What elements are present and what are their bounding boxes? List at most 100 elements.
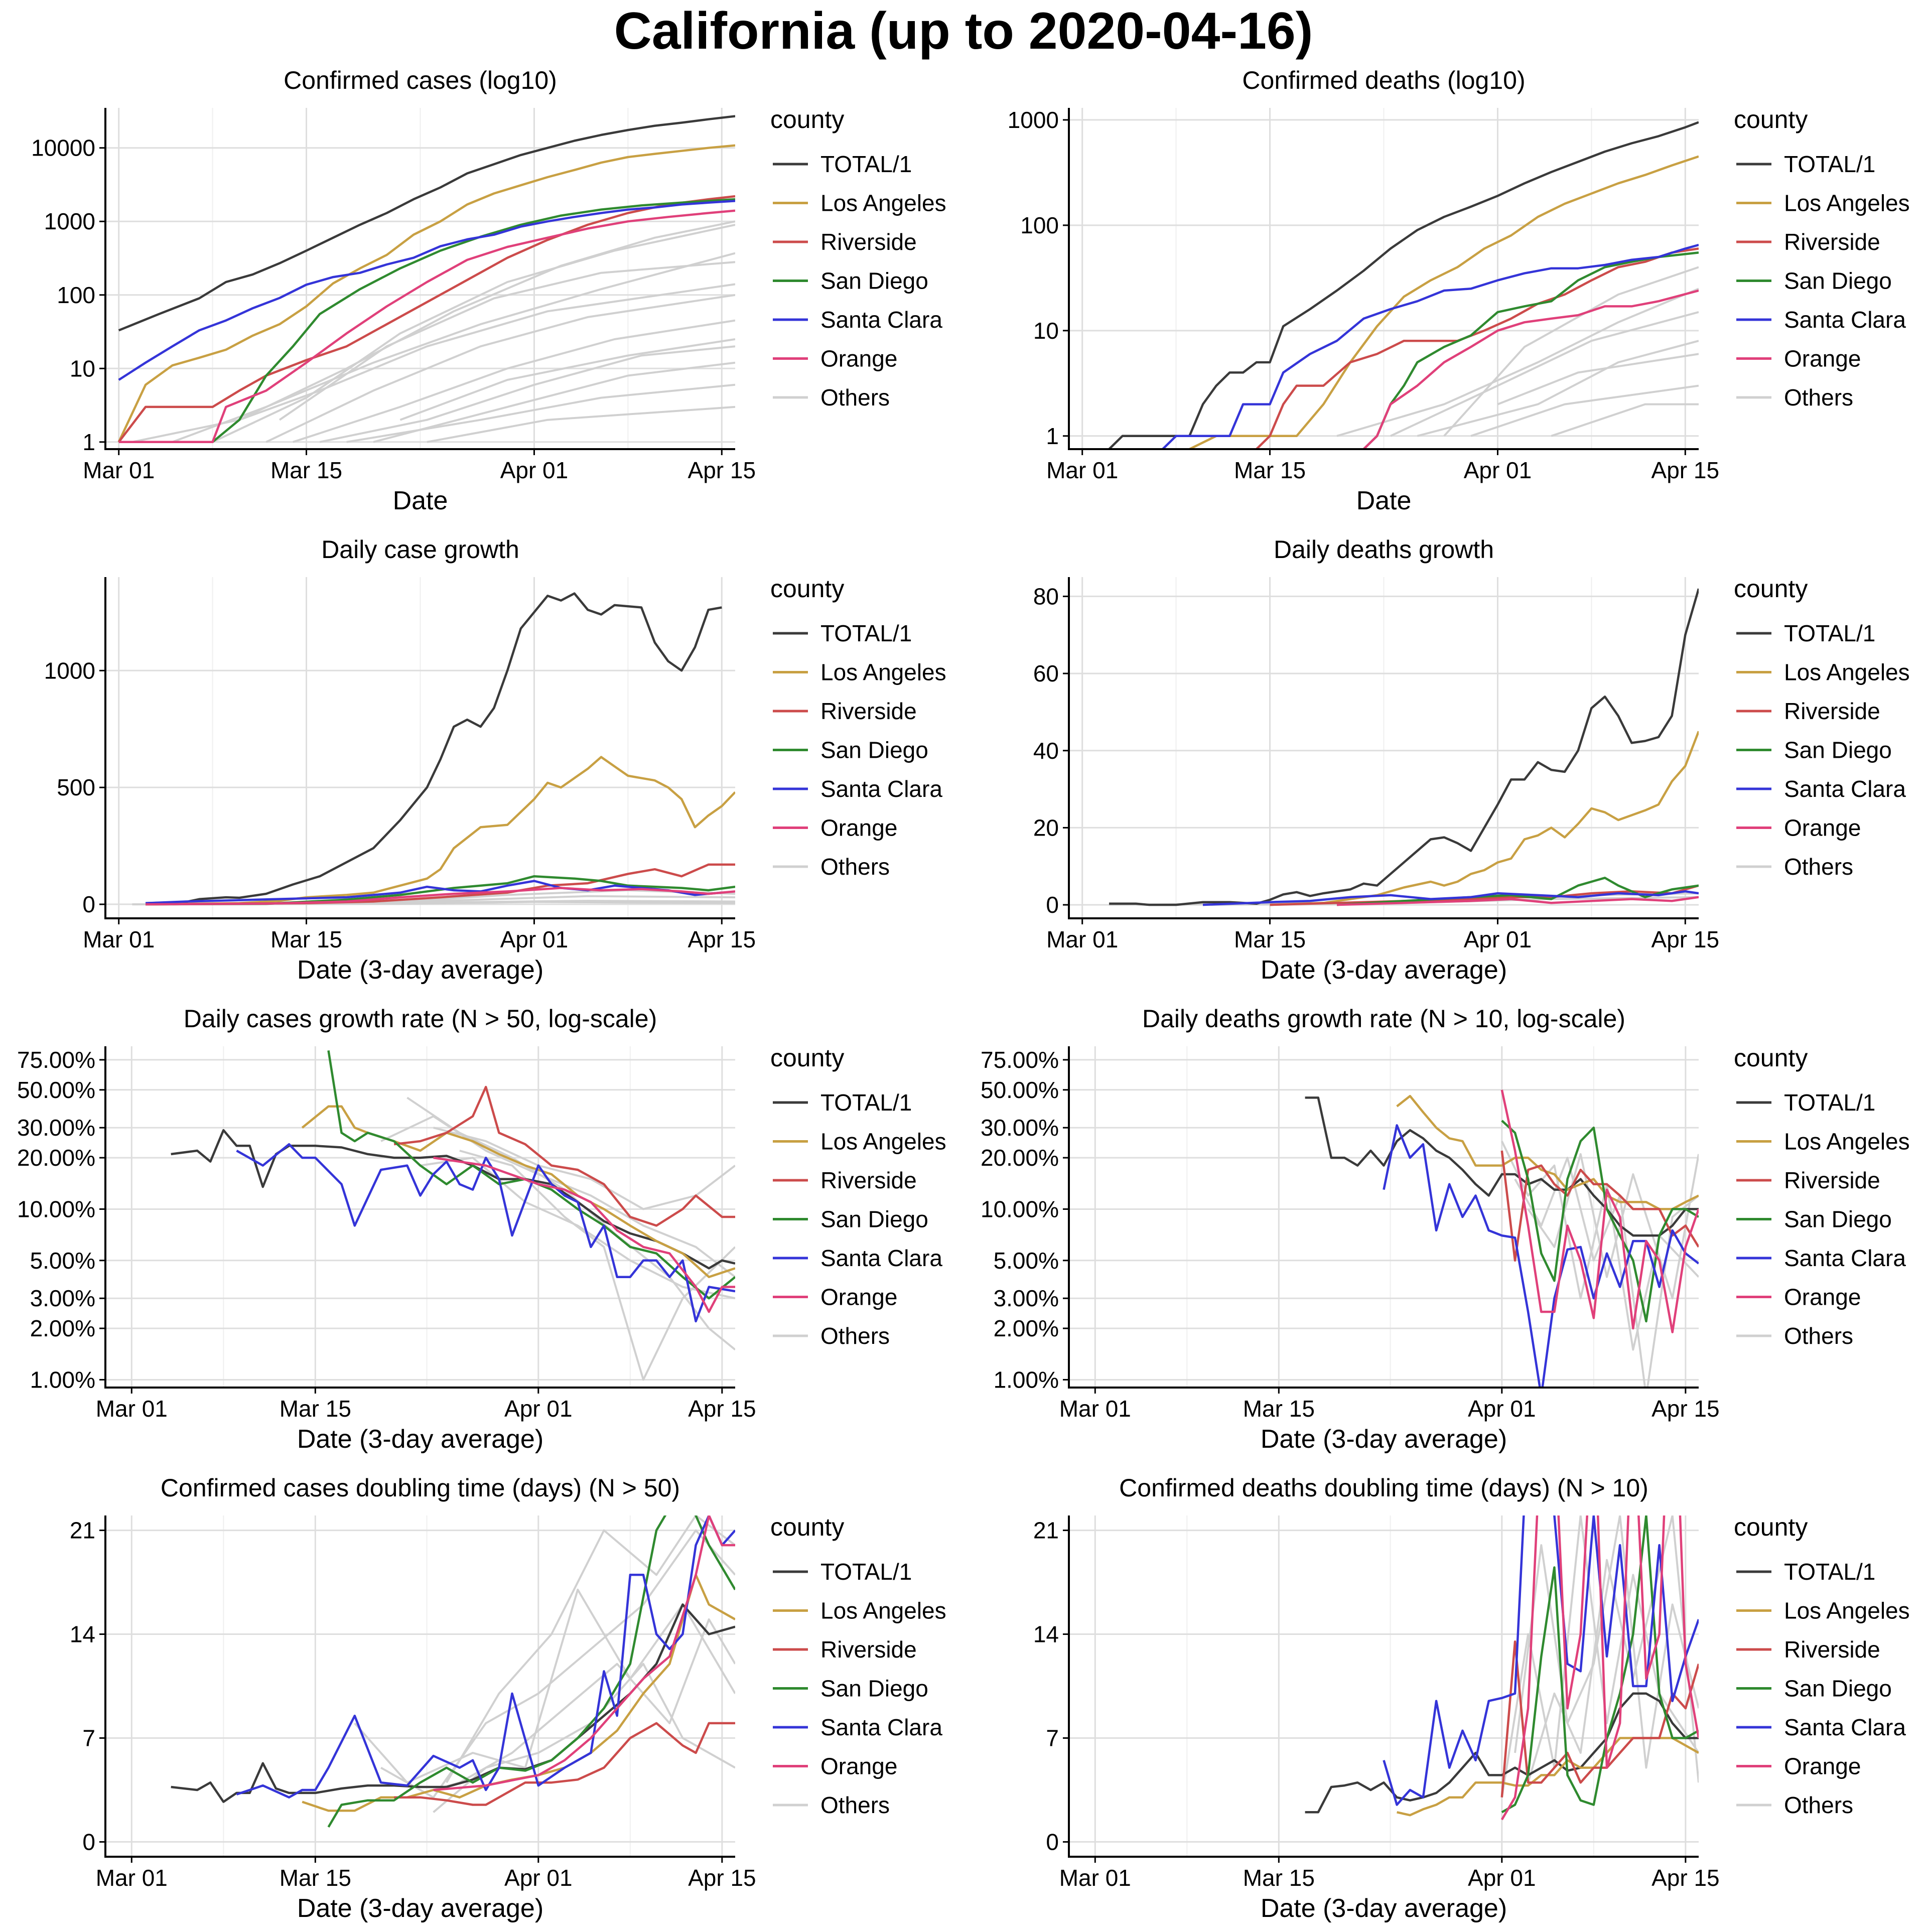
chart-title: Daily cases growth rate (N > 50, log-sca… — [184, 1005, 657, 1033]
legend-label-others: Others — [820, 1323, 890, 1349]
legend-label-others: Others — [820, 384, 890, 410]
y-tick-label: 14 — [70, 1621, 95, 1647]
x-tick-label: Apr 01 — [1468, 1396, 1536, 1422]
legend-title: county — [1734, 105, 1808, 133]
gridlines — [105, 1046, 735, 1388]
legend-label-orange: Orange — [820, 1284, 897, 1310]
y-tick-label: 60 — [1033, 660, 1059, 686]
series-line-others — [1470, 384, 1699, 437]
chart-title: Confirmed deaths (log10) — [1242, 66, 1525, 94]
y-tick-label: 21 — [1033, 1517, 1059, 1544]
legend-label-san-diego: San Diego — [1784, 737, 1892, 763]
series-line-orange — [118, 209, 735, 444]
legend: county TOTAL/1 Los Angeles Riverside San Die… — [1734, 1044, 1910, 1349]
legend-label-santa-clara: Santa Clara — [820, 776, 942, 802]
x-axis-label: Date (3-day average) — [1261, 1894, 1507, 1923]
chart-title: Confirmed deaths doubling time (days) (N… — [1119, 1474, 1648, 1502]
y-tick-label: 500 — [57, 774, 95, 800]
confirmed-deaths-panel: 1 10 100 1000 Mar 01 Mar 15 Apr 01 Apr 15 Confir… — [1008, 66, 1910, 515]
legend-label-santa-clara: Santa Clara — [820, 1245, 942, 1271]
legend-label-san-diego: San Diego — [820, 268, 928, 294]
series-line-san-diego — [1501, 1515, 1699, 1814]
legend-label-riverside: Riverside — [820, 1636, 917, 1663]
legend-label-santa-clara: Santa Clara — [1784, 1245, 1906, 1271]
series-line-los-angeles — [302, 1574, 735, 1812]
legend: county TOTAL/1 Los Angeles Riverside San Die… — [1734, 575, 1910, 880]
series-line-san-diego — [327, 1050, 735, 1300]
legend-label-total-1: TOTAL/1 — [1784, 620, 1875, 646]
legend-label-orange: Orange — [820, 1753, 897, 1779]
series-line-others — [354, 1588, 735, 1784]
y-tick-label: 20.00% — [981, 1145, 1059, 1171]
series-line-others — [1336, 288, 1699, 437]
y-tick-label: 5.00% — [30, 1248, 95, 1274]
x-tick-label: Apr 15 — [1651, 1865, 1720, 1891]
x-tick-label: Mar 15 — [270, 457, 342, 483]
series-lines — [1305, 1515, 1699, 1821]
legend-label-los-angeles: Los Angeles — [820, 190, 946, 216]
x-tick-label: Mar 01 — [83, 926, 155, 952]
series-line-others — [420, 1157, 735, 1300]
legend-label-santa-clara: Santa Clara — [1784, 1714, 1906, 1740]
series-line-others — [1527, 1515, 1699, 1783]
y-tick-label: 7 — [82, 1725, 95, 1751]
legend-label-santa-clara: Santa Clara — [1784, 307, 1906, 333]
series-line-others — [1500, 1515, 1699, 1798]
series-line-santa-clara — [236, 1143, 735, 1323]
series-line-others — [293, 319, 735, 443]
series-line-others — [1514, 1515, 1699, 1769]
chart-title: Confirmed cases doubling time (days) (N … — [161, 1474, 680, 1502]
legend-label-los-angeles: Los Angeles — [1784, 1129, 1910, 1155]
x-axis-label: Date (3-day average) — [1261, 1425, 1507, 1454]
y-tick-label: 14 — [1033, 1621, 1059, 1647]
legend-label-orange: Orange — [820, 346, 897, 372]
legend-label-total-1: TOTAL/1 — [1784, 1089, 1875, 1116]
series-line-santa-clara — [1383, 1515, 1699, 1806]
y-tick-label: 0 — [82, 1829, 95, 1855]
x-tick-label: Apr 15 — [688, 1396, 756, 1422]
legend-label-san-diego: San Diego — [820, 1206, 928, 1232]
x-tick-label: Mar 01 — [1046, 926, 1118, 952]
x-tick-label: Mar 15 — [1234, 926, 1306, 952]
series-line-riverside — [393, 1085, 735, 1227]
y-tick-label: 21 — [70, 1517, 95, 1544]
series-line-los-angeles — [1396, 1094, 1699, 1210]
legend: county TOTAL/1 Los Angeles Riverside San Die… — [1734, 105, 1910, 410]
legend-label-others: Others — [820, 1792, 890, 1818]
x-tick-label: Mar 15 — [280, 1396, 351, 1422]
y-tick-label: 1.00% — [30, 1366, 95, 1393]
minor-gridlines — [223, 1046, 631, 1388]
series-line-others — [1443, 266, 1699, 437]
minor-gridlines — [223, 1515, 631, 1857]
x-tick-label: Apr 01 — [500, 926, 569, 952]
legend-label-san-diego: San Diego — [820, 737, 928, 763]
series-line-others — [373, 361, 735, 443]
x-tick-label: Apr 01 — [1464, 457, 1532, 483]
legend-label-los-angeles: Los Angeles — [1784, 659, 1910, 685]
daily-cases-growth-rate-panel: 1.00% 2.00% 3.00% 5.00% 10.00% 20.00% 30.00% 50… — [17, 1005, 946, 1454]
y-tick-label: 0 — [1046, 892, 1059, 918]
legend-label-riverside: Riverside — [1784, 698, 1880, 724]
series-line-orange — [1500, 1089, 1699, 1333]
series-line-orange — [1362, 289, 1699, 449]
legend-label-san-diego: San Diego — [1784, 1206, 1892, 1232]
legend-label-los-angeles: Los Angeles — [1784, 1598, 1910, 1624]
legend: county TOTAL/1 Los Angeles Riverside San Die… — [770, 575, 946, 880]
legend-label-los-angeles: Los Angeles — [820, 1598, 946, 1624]
x-axis-label: Date — [393, 486, 448, 515]
legend-label-los-angeles: Los Angeles — [1784, 190, 1910, 216]
series-line-santa-clara — [1162, 243, 1699, 449]
legend-label-riverside: Riverside — [820, 1167, 917, 1193]
y-tick-label: 0 — [1046, 1829, 1059, 1855]
series-line-others — [406, 1618, 735, 1799]
y-tick-label: 1000 — [44, 208, 95, 234]
series-line-others — [427, 405, 735, 443]
series-line-riverside — [394, 1722, 735, 1806]
y-tick-label: 10000 — [31, 135, 95, 161]
x-tick-label: Apr 01 — [504, 1865, 573, 1891]
legend-label-riverside: Riverside — [1784, 1636, 1880, 1663]
legend-label-santa-clara: Santa Clara — [820, 1714, 942, 1740]
legend-label-others: Others — [1784, 854, 1853, 880]
legend-label-los-angeles: Los Angeles — [820, 1129, 946, 1155]
